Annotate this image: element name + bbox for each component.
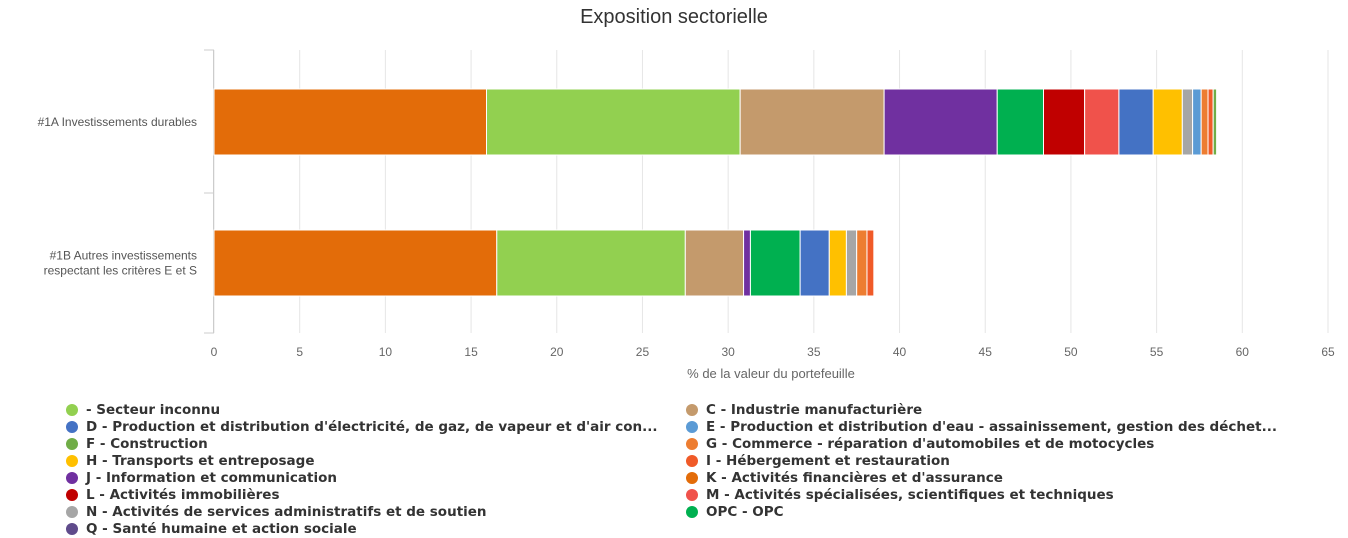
bar-1-4 (749, 229, 801, 297)
legend-item[interactable]: J - Information et communication (66, 469, 337, 486)
x-tick-label-0: 0 (211, 345, 218, 359)
legend-color-marker (686, 488, 698, 501)
x-tick-label-4: 20 (550, 345, 564, 359)
legend-item[interactable]: C - Industrie manufacturière (686, 401, 922, 418)
bar-1-12 (866, 229, 875, 297)
bar-0-6 (1084, 88, 1120, 156)
bar-1-1 (496, 229, 686, 297)
legend-label: J - Information et communication (86, 469, 337, 486)
legend-item[interactable]: F - Construction (66, 435, 208, 452)
category-label-0-0: #1A Investissements durables (38, 115, 197, 129)
bar-1-3 (743, 229, 751, 297)
legend-item[interactable]: - Secteur inconnu (66, 401, 220, 418)
bar-1-11 (856, 229, 868, 297)
x-tick-label-7: 35 (807, 345, 821, 359)
x-tick-label-12: 60 (1236, 345, 1250, 359)
legend-label: N - Activités de services administratifs… (86, 503, 487, 520)
bar-0-4 (996, 88, 1045, 156)
legend-color-marker (66, 403, 78, 416)
legend-label: D - Production et distribution d'électri… (86, 418, 658, 435)
bar-0-13 (1212, 88, 1218, 156)
bar-0-8 (1152, 88, 1183, 156)
legend-color-marker (686, 420, 698, 433)
bar-0-10 (1192, 88, 1202, 156)
bar-0-5 (1043, 88, 1086, 156)
bar-0-11 (1200, 88, 1209, 156)
category-label-1-0: #1B Autres investissements (50, 249, 197, 263)
x-tick-label-5: 25 (636, 345, 650, 359)
legend-item[interactable]: D - Production et distribution d'électri… (66, 418, 658, 435)
legend-color-marker (686, 437, 698, 450)
legend-item[interactable]: OPC - OPC (686, 503, 784, 520)
bar-0-3 (883, 88, 998, 156)
legend-color-marker (686, 454, 698, 467)
bar-1-7 (799, 229, 830, 297)
bar-1-2 (684, 229, 745, 297)
x-tick-label-9: 45 (979, 345, 993, 359)
bar-0-9 (1181, 88, 1194, 156)
bar-0-1 (486, 88, 741, 156)
legend-item[interactable]: I - Hébergement et restauration (686, 452, 950, 469)
legend-color-marker (66, 471, 78, 484)
x-tick-label-8: 40 (893, 345, 907, 359)
legend-label: M - Activités spécialisées, scientifique… (706, 486, 1114, 503)
plot-area: 0 5 10 15 20 25 30 35 40 45 50 55 60 65 % de la valeur… (38, 49, 1335, 381)
legend-label: L - Activités immobilières (86, 486, 280, 503)
legend-item[interactable]: Q - Santé humaine et action sociale (66, 520, 357, 537)
x-tick-label-10: 50 (1064, 345, 1078, 359)
legend-color-marker (66, 522, 78, 535)
bar-1-0 (213, 229, 498, 297)
legend-item[interactable]: M - Activités spécialisées, scientifique… (686, 486, 1114, 503)
legend-item[interactable]: E - Production et distribution d'eau - a… (686, 418, 1277, 435)
legend-item[interactable]: H - Transports et entreposage (66, 452, 314, 469)
legend-label: OPC - OPC (706, 503, 784, 520)
legend-item[interactable]: N - Activités de services administratifs… (66, 503, 487, 520)
legend-label: I - Hébergement et restauration (706, 452, 950, 469)
x-tick-label-2: 10 (379, 345, 393, 359)
legend-color-marker (66, 488, 78, 501)
x-tick-label-11: 55 (1150, 345, 1164, 359)
bar-0-12 (1207, 88, 1214, 156)
chart-title: Exposition sectorielle (580, 6, 768, 28)
legend-color-marker (66, 505, 78, 518)
legend-label: F - Construction (86, 435, 208, 452)
legend-item[interactable]: L - Activités immobilières (66, 486, 280, 503)
legend-label: - Secteur inconnu (86, 401, 221, 418)
legend-item[interactable]: K - Activités financières et d'assurance (686, 469, 1003, 486)
legend-color-marker (686, 471, 698, 484)
x-axis-label: % de la valeur du portefeuille (687, 366, 855, 381)
bar-0-0 (213, 88, 488, 156)
bar-0-2 (739, 88, 885, 156)
x-tick-label-1: 5 (296, 345, 303, 359)
legend-label: K - Activités financières et d'assurance (706, 469, 1003, 486)
legend-color-marker (66, 420, 78, 433)
bar-0-7 (1118, 88, 1154, 156)
legend-label: C - Industrie manufacturière (706, 401, 923, 418)
legend-label: E - Production et distribution d'eau - a… (706, 418, 1277, 435)
legend-color-marker (686, 403, 698, 416)
legend-item[interactable]: G - Commerce - réparation d'automobiles … (686, 435, 1154, 452)
x-tick-label-3: 15 (464, 345, 478, 359)
legend-color-marker (66, 437, 78, 450)
legend-label: H - Transports et entreposage (86, 452, 315, 469)
legend-color-marker (66, 454, 78, 467)
legend-color-marker (686, 505, 698, 518)
legend-label: G - Commerce - réparation d'automobiles … (706, 435, 1155, 452)
category-label-1-1: respectant les critères E et S (44, 264, 197, 278)
x-tick-label-13: 65 (1321, 345, 1335, 359)
bar-1-8 (828, 229, 847, 297)
x-tick-label-6: 30 (721, 345, 735, 359)
legend-label: Q - Santé humaine et action sociale (86, 520, 357, 537)
bar-1-9 (845, 229, 858, 297)
